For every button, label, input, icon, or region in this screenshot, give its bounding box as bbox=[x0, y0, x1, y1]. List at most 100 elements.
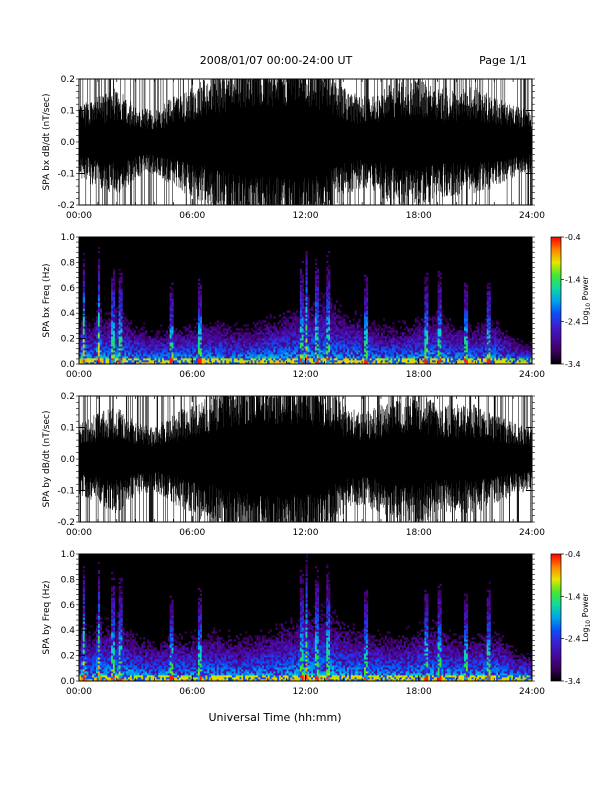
spectrogram-cell bbox=[458, 334, 461, 337]
spectrogram-cell bbox=[190, 360, 193, 363]
spectrogram-cell bbox=[162, 362, 165, 365]
spectrogram-cell bbox=[145, 362, 148, 365]
spectrogram-cell bbox=[288, 362, 291, 365]
spectrogram-cell bbox=[364, 296, 367, 299]
spectrogram-cell bbox=[330, 332, 333, 335]
spectrogram-cell bbox=[424, 312, 427, 315]
spectrogram-cell bbox=[439, 286, 442, 289]
spectrogram-cell bbox=[284, 316, 287, 319]
spectrogram-cell bbox=[292, 338, 295, 341]
spectrogram-cell bbox=[297, 332, 301, 335]
spectrogram-cell bbox=[112, 334, 116, 337]
spectrogram-cell bbox=[413, 360, 416, 363]
spectrogram-cell bbox=[303, 338, 306, 341]
spectrogram-cell bbox=[301, 342, 304, 345]
spectrogram-cell bbox=[122, 346, 125, 349]
spectrogram-cell bbox=[464, 298, 467, 301]
spectrogram-cell bbox=[448, 328, 452, 331]
spectrogram-cell bbox=[180, 344, 184, 347]
spectrogram-cell bbox=[186, 334, 189, 337]
spectrogram-cell bbox=[341, 316, 344, 319]
spectrogram-cell bbox=[109, 328, 112, 331]
spectrogram-cell bbox=[343, 330, 346, 333]
spectrogram-cell bbox=[320, 328, 323, 331]
spectrogram-cell bbox=[454, 352, 457, 355]
spectrogram-cell bbox=[224, 358, 227, 361]
spectrogram-cell bbox=[252, 346, 255, 349]
spectrogram-cell bbox=[373, 350, 376, 353]
spectrogram-cell bbox=[458, 350, 461, 353]
spectrogram-cell bbox=[126, 346, 129, 349]
spectrogram-cell bbox=[314, 336, 318, 339]
spectrogram-cell bbox=[135, 342, 138, 345]
spectrogram-cell bbox=[460, 332, 463, 335]
spectrogram-cell bbox=[120, 334, 123, 337]
spectrogram-cell bbox=[112, 350, 116, 353]
spectrogram-cell bbox=[424, 290, 427, 293]
spectrogram-cell bbox=[114, 362, 118, 365]
spectrogram-cell bbox=[260, 362, 263, 365]
spectrogram-cell bbox=[394, 346, 397, 349]
spectrogram-cell bbox=[103, 350, 106, 353]
spectrogram-cell bbox=[197, 328, 201, 331]
spectrogram-cell bbox=[111, 328, 114, 331]
spectrogram-cell bbox=[288, 310, 291, 313]
spectrogram-cell bbox=[307, 358, 310, 361]
spectrogram-cell bbox=[318, 338, 321, 341]
spectrogram-cell bbox=[294, 354, 297, 357]
spectrogram-cell bbox=[182, 362, 185, 365]
spectrogram-cell bbox=[188, 334, 191, 337]
spectrogram-cell bbox=[97, 290, 101, 293]
spectrogram-cell bbox=[428, 350, 431, 353]
spectrogram-cell bbox=[292, 346, 295, 349]
spectrogram-cell bbox=[358, 318, 361, 321]
spectrogram-cell bbox=[101, 338, 104, 341]
spectrogram-cell bbox=[301, 320, 304, 323]
spectrogram-cell bbox=[203, 338, 206, 341]
spectrogram-cell bbox=[111, 292, 114, 295]
spectrogram-cell bbox=[303, 352, 306, 355]
spectrogram-cell bbox=[284, 348, 287, 351]
spectrogram-cell bbox=[435, 330, 438, 333]
spectrogram-cell bbox=[163, 350, 167, 353]
spectrogram-cell bbox=[347, 358, 350, 361]
spectrogram-cell bbox=[422, 348, 425, 351]
spectrogram-cell bbox=[179, 350, 182, 353]
spectrogram-cell bbox=[454, 362, 457, 365]
spectrogram-cell bbox=[288, 360, 291, 363]
spectrogram-cell bbox=[301, 282, 304, 285]
spectrogram-cell bbox=[392, 354, 395, 357]
spectrogram-cell bbox=[356, 330, 359, 333]
spectrogram-cell bbox=[482, 326, 486, 329]
spectrogram-cell bbox=[148, 354, 152, 357]
spectrogram-cell bbox=[107, 344, 110, 347]
spectrogram-cell bbox=[320, 350, 323, 353]
spectrogram-cell bbox=[199, 312, 202, 315]
spectrogram-cell bbox=[188, 356, 191, 359]
spectrogram-cell bbox=[165, 362, 169, 365]
spectrogram-cell bbox=[303, 350, 306, 353]
spectrogram-cell bbox=[460, 356, 463, 359]
spectrogram-cell bbox=[362, 354, 365, 357]
spectrogram-cell bbox=[248, 360, 252, 363]
spectrogram-cell bbox=[330, 360, 333, 363]
spectrogram-cell bbox=[381, 332, 384, 335]
spectrogram-cell bbox=[180, 350, 184, 353]
spectrogram-cell bbox=[454, 340, 457, 343]
spectrogram-cell bbox=[309, 342, 312, 345]
spectrogram-cell bbox=[392, 334, 395, 337]
spectrogram-cell bbox=[328, 330, 331, 333]
spectrogram-cell bbox=[297, 336, 301, 339]
spectrogram-cell bbox=[141, 346, 144, 349]
spectrogram-cell bbox=[371, 362, 374, 365]
spectrogram-cell bbox=[248, 346, 252, 349]
spectrogram-cell bbox=[282, 334, 286, 337]
spectrogram-cell bbox=[301, 330, 304, 333]
spectrogram-cell bbox=[305, 284, 308, 287]
spectrogram-cell bbox=[282, 344, 286, 347]
spectrogram-cell bbox=[109, 312, 112, 315]
spectrogram-cell bbox=[360, 354, 363, 357]
spectrogram-cell bbox=[269, 340, 272, 343]
spectrogram-cell bbox=[484, 340, 487, 343]
spectrogram-cell bbox=[445, 318, 448, 321]
